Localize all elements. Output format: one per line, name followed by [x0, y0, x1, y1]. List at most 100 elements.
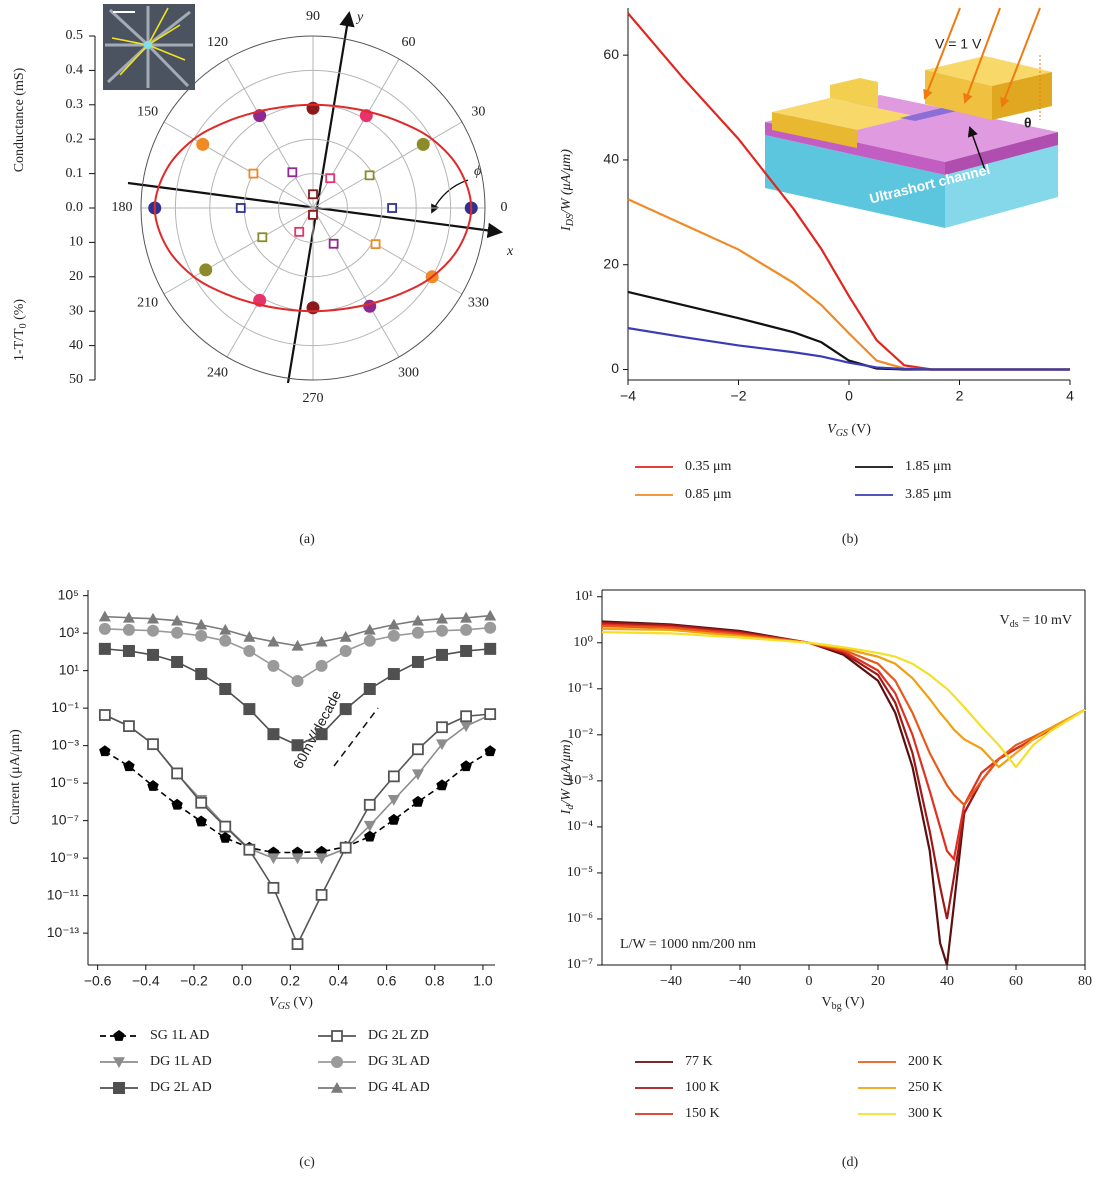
angle-tick-label: 60 — [402, 35, 416, 50]
data-point — [98, 709, 111, 721]
y-tick-label: 0.0 — [66, 200, 84, 215]
data-point — [196, 137, 210, 151]
angle-tick-label: 90 — [306, 9, 320, 24]
data-point — [315, 853, 328, 865]
label-part: (V) — [290, 995, 313, 1010]
legend-label: 0.85 μm — [685, 487, 732, 502]
data-point — [484, 621, 497, 634]
legend-label: DG 2L ZD — [368, 1028, 429, 1043]
y-axis-title: Conductance (mS) — [12, 67, 27, 172]
angle-tick-label: 120 — [207, 35, 228, 50]
y-tick-label: 0.1 — [66, 166, 84, 181]
y-tick-label: 10⁻⁵ — [567, 865, 593, 880]
y-tick-label: 10⁻³ — [567, 773, 593, 788]
data-point — [147, 780, 159, 791]
y-tick-label: 0 — [611, 360, 619, 376]
legend-label: 3.85 μm — [905, 487, 952, 502]
label-part: ds — [1010, 619, 1019, 630]
data-point — [308, 209, 318, 220]
data-point — [315, 888, 328, 901]
data-point — [123, 760, 135, 772]
data-point — [387, 794, 400, 806]
label-part: /W (μA/μm) — [559, 149, 574, 215]
data-point — [219, 623, 232, 635]
y-tick-label: 10⁻¹³ — [47, 924, 80, 940]
data-point — [123, 720, 135, 733]
data-point — [315, 659, 328, 672]
legend-marker — [113, 1082, 125, 1094]
annotation: y — [355, 10, 364, 25]
legend-label: SG 1L AD — [150, 1028, 209, 1043]
legend-label: DG 3L AD — [368, 1054, 430, 1069]
label-part: I — [559, 808, 574, 815]
x-tick-label: −4 — [620, 388, 636, 404]
x-tick-label: −0.2 — [180, 973, 208, 989]
y-tick-label: 10⁰ — [573, 635, 593, 650]
data-point — [98, 642, 111, 655]
data-point — [387, 618, 400, 630]
data-point — [248, 168, 259, 179]
data-point — [436, 739, 449, 751]
grid-ring — [140, 35, 486, 381]
legend-marker — [331, 1030, 343, 1042]
angle-tick-label: 330 — [468, 296, 489, 311]
fit-curve — [153, 103, 473, 313]
series-line — [601, 621, 1086, 920]
data-point — [484, 708, 497, 721]
annotation: L/W = 1000 nm/200 nm — [620, 937, 756, 952]
y-tick-label: 60 — [603, 46, 619, 62]
y2-tick-label: 50 — [69, 372, 83, 387]
legend-marker — [113, 1057, 125, 1068]
data-point — [219, 831, 231, 843]
data-point — [416, 137, 430, 151]
data-point — [387, 203, 398, 213]
radial-grid-line — [226, 58, 314, 209]
y2-tick-label: 10 — [69, 235, 83, 250]
series-line — [601, 620, 1086, 966]
label-part: /W (μA/μm) — [559, 739, 574, 805]
data-point — [460, 611, 473, 623]
x-tick-label: 40 — [940, 974, 954, 989]
y-tick-label: 10⁻⁷ — [567, 957, 593, 972]
data-point — [315, 635, 328, 647]
y-tick-label: 10⁻⁴ — [567, 819, 593, 834]
legend-label: DG 1L AD — [150, 1054, 212, 1069]
legend-label: 1.85 μm — [905, 459, 952, 474]
label-part: V — [1000, 613, 1010, 628]
data-point — [122, 644, 135, 657]
y-tick-label: 20 — [603, 255, 619, 271]
y-tick-label: 10⁻⁵ — [50, 774, 79, 790]
label-part: V — [269, 995, 279, 1010]
data-point — [484, 609, 497, 621]
panel-label: (d) — [842, 1155, 859, 1170]
data-point — [412, 795, 424, 807]
label-part: I — [559, 225, 574, 232]
data-point — [243, 644, 256, 657]
data-point — [171, 798, 183, 810]
label-part: V — [827, 422, 837, 437]
annotation: θ — [1024, 115, 1032, 131]
data-point — [339, 703, 352, 716]
data-point — [436, 779, 448, 791]
data-point — [363, 798, 376, 811]
legend-label: 150 K — [685, 1106, 720, 1121]
data-point — [411, 626, 424, 639]
data-point — [484, 745, 496, 757]
data-point — [243, 703, 256, 716]
data-point — [98, 622, 111, 635]
data-point — [388, 813, 400, 825]
data-point — [411, 655, 424, 668]
y-tick-label: 10¹ — [575, 589, 593, 604]
x-axis-title: VGS (V) — [269, 995, 313, 1012]
legend-label: 250 K — [908, 1080, 943, 1095]
y-tick-label: 0.5 — [66, 28, 84, 43]
data-point — [364, 170, 375, 181]
data-point — [387, 668, 400, 681]
grid-ring — [174, 69, 452, 347]
data-point — [195, 668, 208, 681]
data-point — [195, 629, 208, 642]
data-point — [308, 189, 318, 200]
y-axis-title: Id/W (μA/μm) — [559, 739, 576, 815]
data-point — [411, 769, 424, 781]
label-part: GS — [278, 1001, 290, 1012]
